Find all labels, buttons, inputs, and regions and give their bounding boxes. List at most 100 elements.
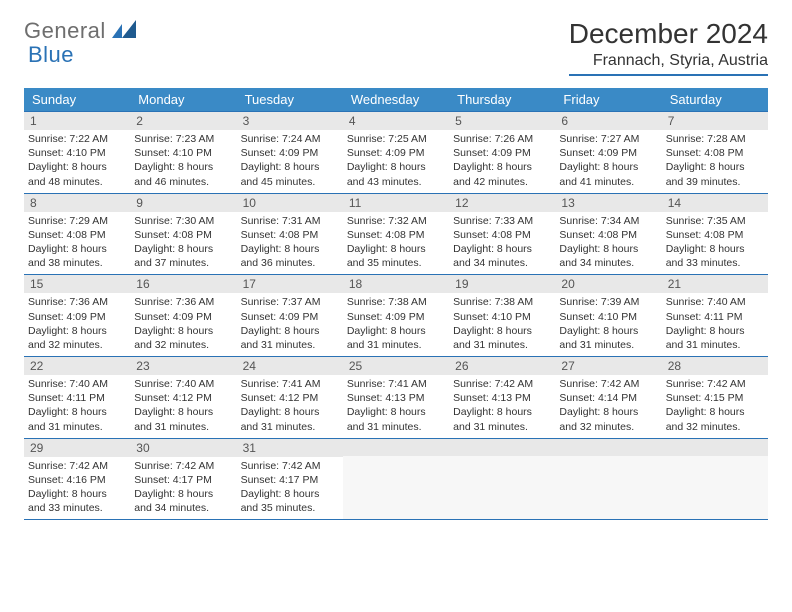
- day-number: 12: [449, 194, 555, 212]
- weekday-header: Saturday: [662, 88, 768, 111]
- day-body: Sunrise: 7:41 AMSunset: 4:12 PMDaylight:…: [237, 375, 343, 438]
- day-body: Sunrise: 7:27 AMSunset: 4:09 PMDaylight:…: [555, 130, 661, 193]
- day-body: Sunrise: 7:40 AMSunset: 4:11 PMDaylight:…: [662, 293, 768, 356]
- day-cell: 5Sunrise: 7:26 AMSunset: 4:09 PMDaylight…: [449, 112, 555, 193]
- day-cell: 24Sunrise: 7:41 AMSunset: 4:12 PMDayligh…: [237, 357, 343, 438]
- day-body: Sunrise: 7:38 AMSunset: 4:09 PMDaylight:…: [343, 293, 449, 356]
- day-cell: 26Sunrise: 7:42 AMSunset: 4:13 PMDayligh…: [449, 357, 555, 438]
- day-body: Sunrise: 7:37 AMSunset: 4:09 PMDaylight:…: [237, 293, 343, 356]
- sunrise-line: Sunrise: 7:31 AM: [241, 214, 339, 228]
- sunset-line: Sunset: 4:08 PM: [666, 146, 764, 160]
- day-body: Sunrise: 7:33 AMSunset: 4:08 PMDaylight:…: [449, 212, 555, 275]
- logo: General: [24, 18, 140, 44]
- daylight-line: Daylight: 8 hours and 31 minutes.: [28, 405, 126, 433]
- sunset-line: Sunset: 4:09 PM: [347, 146, 445, 160]
- day-body: Sunrise: 7:42 AMSunset: 4:17 PMDaylight:…: [237, 457, 343, 520]
- day-number: 22: [24, 357, 130, 375]
- day-cell: [662, 439, 768, 520]
- day-number: 26: [449, 357, 555, 375]
- sunset-line: Sunset: 4:12 PM: [134, 391, 232, 405]
- sunset-line: Sunset: 4:09 PM: [28, 310, 126, 324]
- day-number: 11: [343, 194, 449, 212]
- day-number: 9: [130, 194, 236, 212]
- daylight-line: Daylight: 8 hours and 33 minutes.: [666, 242, 764, 270]
- sunrise-line: Sunrise: 7:36 AM: [28, 295, 126, 309]
- day-cell: [343, 439, 449, 520]
- sunset-line: Sunset: 4:08 PM: [241, 228, 339, 242]
- sunset-line: Sunset: 4:09 PM: [347, 310, 445, 324]
- daylight-line: Daylight: 8 hours and 31 minutes.: [347, 405, 445, 433]
- sunrise-line: Sunrise: 7:42 AM: [134, 459, 232, 473]
- day-cell: 17Sunrise: 7:37 AMSunset: 4:09 PMDayligh…: [237, 275, 343, 356]
- sunset-line: Sunset: 4:08 PM: [28, 228, 126, 242]
- daylight-line: Daylight: 8 hours and 32 minutes.: [28, 324, 126, 352]
- sunrise-line: Sunrise: 7:40 AM: [666, 295, 764, 309]
- day-cell: 19Sunrise: 7:38 AMSunset: 4:10 PMDayligh…: [449, 275, 555, 356]
- day-number: 31: [237, 439, 343, 457]
- sunset-line: Sunset: 4:15 PM: [666, 391, 764, 405]
- sunrise-line: Sunrise: 7:41 AM: [347, 377, 445, 391]
- sunrise-line: Sunrise: 7:35 AM: [666, 214, 764, 228]
- day-body: Sunrise: 7:30 AMSunset: 4:08 PMDaylight:…: [130, 212, 236, 275]
- sunset-line: Sunset: 4:09 PM: [241, 146, 339, 160]
- logo-text-1: General: [24, 18, 106, 44]
- day-cell: 27Sunrise: 7:42 AMSunset: 4:14 PMDayligh…: [555, 357, 661, 438]
- sunset-line: Sunset: 4:17 PM: [134, 473, 232, 487]
- sunset-line: Sunset: 4:14 PM: [559, 391, 657, 405]
- daylight-line: Daylight: 8 hours and 32 minutes.: [134, 324, 232, 352]
- sunset-line: Sunset: 4:08 PM: [666, 228, 764, 242]
- daylight-line: Daylight: 8 hours and 34 minutes.: [559, 242, 657, 270]
- daylight-line: Daylight: 8 hours and 43 minutes.: [347, 160, 445, 188]
- day-body: Sunrise: 7:42 AMSunset: 4:15 PMDaylight:…: [662, 375, 768, 438]
- day-cell: 22Sunrise: 7:40 AMSunset: 4:11 PMDayligh…: [24, 357, 130, 438]
- sunset-line: Sunset: 4:08 PM: [559, 228, 657, 242]
- sunset-line: Sunset: 4:13 PM: [453, 391, 551, 405]
- day-number: 3: [237, 112, 343, 130]
- day-number: 19: [449, 275, 555, 293]
- daylight-line: Daylight: 8 hours and 31 minutes.: [559, 324, 657, 352]
- week-row: 1Sunrise: 7:22 AMSunset: 4:10 PMDaylight…: [24, 111, 768, 193]
- weekday-header: Tuesday: [237, 88, 343, 111]
- sunset-line: Sunset: 4:10 PM: [559, 310, 657, 324]
- empty-day-number: [555, 439, 661, 456]
- day-cell: 15Sunrise: 7:36 AMSunset: 4:09 PMDayligh…: [24, 275, 130, 356]
- daylight-line: Daylight: 8 hours and 37 minutes.: [134, 242, 232, 270]
- sunrise-line: Sunrise: 7:34 AM: [559, 214, 657, 228]
- day-body: Sunrise: 7:39 AMSunset: 4:10 PMDaylight:…: [555, 293, 661, 356]
- daylight-line: Daylight: 8 hours and 32 minutes.: [666, 405, 764, 433]
- day-number: 10: [237, 194, 343, 212]
- day-number: 6: [555, 112, 661, 130]
- weekday-header: Thursday: [449, 88, 555, 111]
- day-number: 14: [662, 194, 768, 212]
- sunset-line: Sunset: 4:13 PM: [347, 391, 445, 405]
- day-body: Sunrise: 7:34 AMSunset: 4:08 PMDaylight:…: [555, 212, 661, 275]
- daylight-line: Daylight: 8 hours and 46 minutes.: [134, 160, 232, 188]
- sunset-line: Sunset: 4:17 PM: [241, 473, 339, 487]
- sunrise-line: Sunrise: 7:42 AM: [453, 377, 551, 391]
- day-body: Sunrise: 7:35 AMSunset: 4:08 PMDaylight:…: [662, 212, 768, 275]
- daylight-line: Daylight: 8 hours and 39 minutes.: [666, 160, 764, 188]
- sunset-line: Sunset: 4:08 PM: [453, 228, 551, 242]
- sunset-line: Sunset: 4:09 PM: [559, 146, 657, 160]
- day-cell: 1Sunrise: 7:22 AMSunset: 4:10 PMDaylight…: [24, 112, 130, 193]
- day-number: 20: [555, 275, 661, 293]
- day-number: 2: [130, 112, 236, 130]
- sunrise-line: Sunrise: 7:42 AM: [559, 377, 657, 391]
- day-body: Sunrise: 7:42 AMSunset: 4:16 PMDaylight:…: [24, 457, 130, 520]
- daylight-line: Daylight: 8 hours and 34 minutes.: [134, 487, 232, 515]
- daylight-line: Daylight: 8 hours and 33 minutes.: [28, 487, 126, 515]
- weekday-header: Monday: [130, 88, 236, 111]
- sunrise-line: Sunrise: 7:29 AM: [28, 214, 126, 228]
- day-number: 4: [343, 112, 449, 130]
- sunrise-line: Sunrise: 7:22 AM: [28, 132, 126, 146]
- day-number: 24: [237, 357, 343, 375]
- daylight-line: Daylight: 8 hours and 31 minutes.: [241, 405, 339, 433]
- day-number: 8: [24, 194, 130, 212]
- day-number: 21: [662, 275, 768, 293]
- day-body: Sunrise: 7:38 AMSunset: 4:10 PMDaylight:…: [449, 293, 555, 356]
- day-number: 13: [555, 194, 661, 212]
- weekday-row: SundayMondayTuesdayWednesdayThursdayFrid…: [24, 88, 768, 111]
- day-number: 17: [237, 275, 343, 293]
- day-cell: 25Sunrise: 7:41 AMSunset: 4:13 PMDayligh…: [343, 357, 449, 438]
- day-number: 1: [24, 112, 130, 130]
